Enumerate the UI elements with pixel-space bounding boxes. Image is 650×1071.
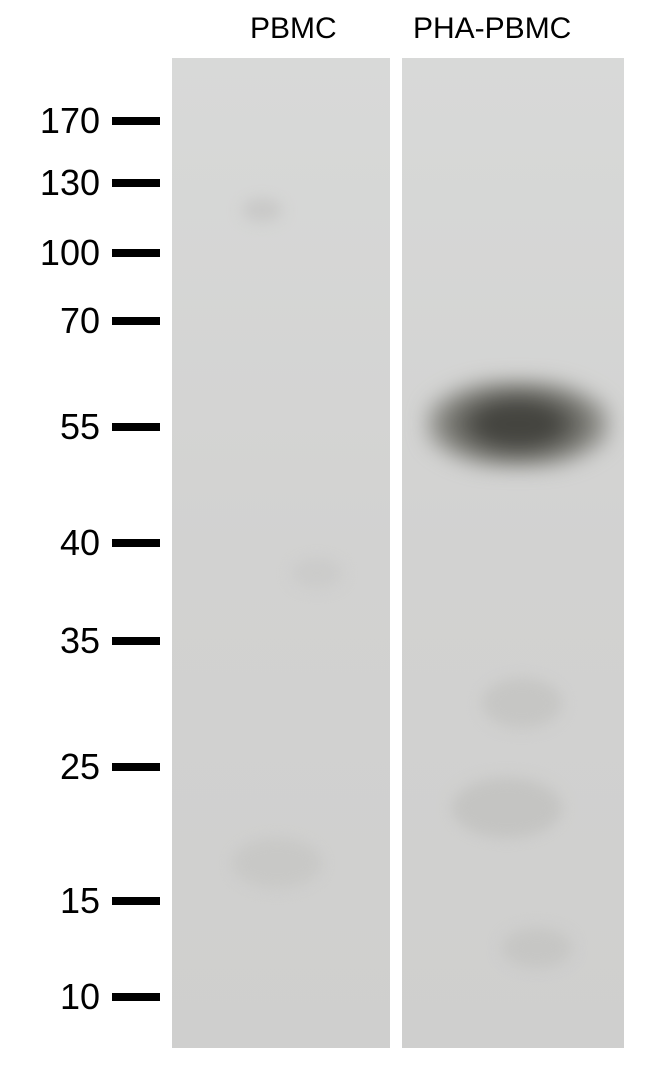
marker-label-15: 15 (60, 880, 100, 922)
marker-tick-55 (112, 423, 160, 431)
noise-spot (292, 558, 342, 588)
noise-spot (242, 198, 282, 222)
marker-tick-100 (112, 249, 160, 257)
marker-label-35: 35 (60, 620, 100, 662)
marker-label-25: 25 (60, 746, 100, 788)
lane-label-1: PBMC (250, 12, 337, 46)
marker-tick-35 (112, 637, 160, 645)
protein-band (424, 378, 612, 470)
blot-membrane (172, 58, 624, 1048)
marker-tick-170 (112, 117, 160, 125)
marker-label-55: 55 (60, 406, 100, 448)
noise-spot (232, 838, 322, 888)
noise-spot (502, 928, 572, 968)
marker-label-170: 170 (40, 100, 100, 142)
marker-label-70: 70 (60, 300, 100, 342)
marker-tick-130 (112, 179, 160, 187)
noise-spot (482, 678, 562, 728)
marker-label-100: 100 (40, 232, 100, 274)
western-blot-figure: PBMC PHA-PBMC 170 130 100 70 55 40 35 25 15 10 (0, 0, 650, 1071)
marker-label-10: 10 (60, 976, 100, 1018)
marker-tick-15 (112, 897, 160, 905)
lane-label-2: PHA-PBMC (413, 12, 571, 46)
marker-label-40: 40 (60, 522, 100, 564)
lane-divider (390, 58, 402, 1048)
marker-tick-25 (112, 763, 160, 771)
marker-tick-10 (112, 993, 160, 1001)
noise-spot (452, 778, 562, 838)
marker-label-130: 130 (40, 162, 100, 204)
marker-tick-70 (112, 317, 160, 325)
marker-tick-40 (112, 539, 160, 547)
